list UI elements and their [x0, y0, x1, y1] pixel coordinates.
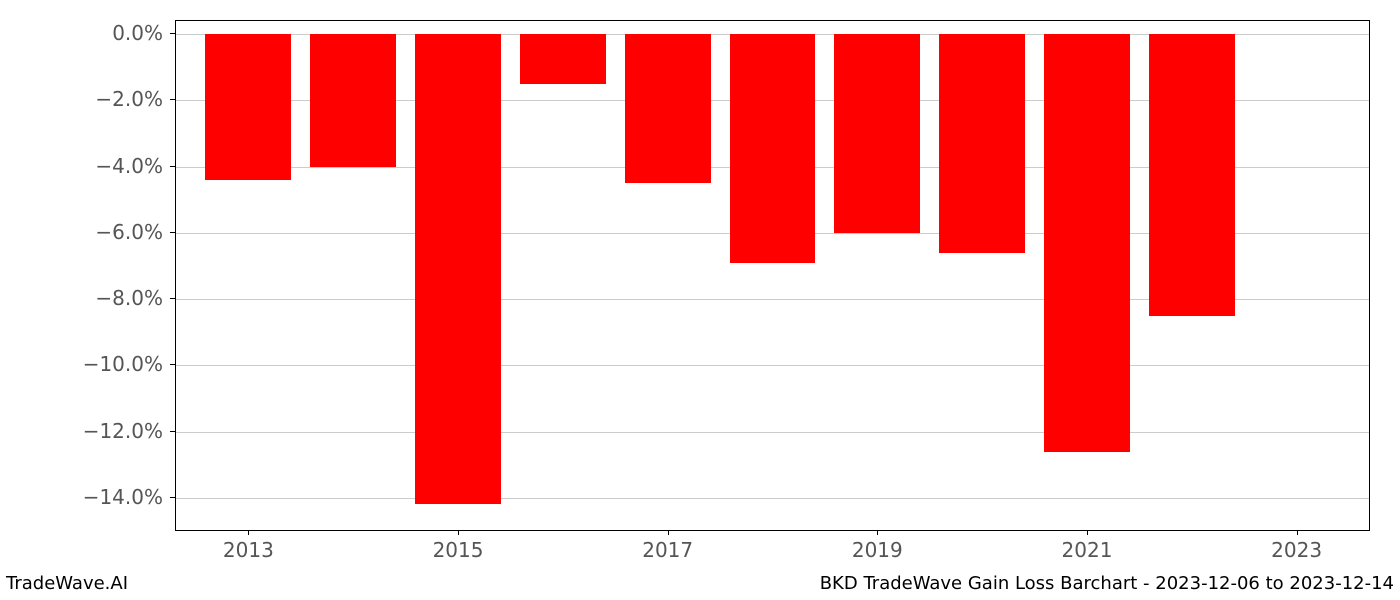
gridline — [175, 432, 1369, 433]
ytick-mark — [170, 431, 175, 432]
ytick-mark — [170, 364, 175, 365]
ytick-label: −2.0% — [0, 87, 163, 111]
xtick-mark — [1297, 530, 1298, 535]
xtick-label: 2023 — [1271, 538, 1322, 562]
xtick-label: 2021 — [1062, 538, 1113, 562]
ytick-mark — [170, 232, 175, 233]
xtick-label: 2015 — [433, 538, 484, 562]
bar — [834, 34, 920, 233]
ytick-mark — [170, 497, 175, 498]
ytick-label: −12.0% — [0, 419, 163, 443]
bar — [625, 34, 711, 183]
gain-loss-barchart: 0.0% −2.0% −4.0% −6.0% −8.0% −10.0% −12.0% −14.… — [0, 0, 1400, 600]
ytick-mark — [170, 298, 175, 299]
xtick-label: 2013 — [223, 538, 274, 562]
gridline — [175, 365, 1369, 366]
ytick-label: −8.0% — [0, 286, 163, 310]
ytick-label: −10.0% — [0, 352, 163, 376]
bar — [1044, 34, 1130, 451]
bar — [310, 34, 396, 166]
bar — [520, 34, 606, 84]
ytick-label: −4.0% — [0, 154, 163, 178]
bottom-spine — [175, 530, 1370, 531]
bar — [205, 34, 291, 180]
ytick-mark — [170, 99, 175, 100]
xtick-mark — [668, 530, 669, 535]
ytick-mark — [170, 166, 175, 167]
xtick-label: 2017 — [642, 538, 693, 562]
left-spine — [175, 21, 176, 531]
ytick-label: −6.0% — [0, 220, 163, 244]
ytick-mark — [170, 33, 175, 34]
footer-left-brand: TradeWave.AI — [6, 573, 128, 594]
bar — [939, 34, 1025, 253]
bar — [1149, 34, 1235, 315]
xtick-mark — [248, 530, 249, 535]
xtick-mark — [877, 530, 878, 535]
gridline — [175, 498, 1369, 499]
footer-right-caption: BKD TradeWave Gain Loss Barchart - 2023-… — [820, 573, 1394, 594]
ytick-label: 0.0% — [0, 21, 163, 45]
ytick-label: −14.0% — [0, 485, 163, 509]
bar — [415, 34, 501, 504]
bar — [730, 34, 816, 263]
xtick-label: 2019 — [852, 538, 903, 562]
xtick-mark — [458, 530, 459, 535]
xtick-mark — [1087, 530, 1088, 535]
plot-area — [175, 20, 1370, 530]
